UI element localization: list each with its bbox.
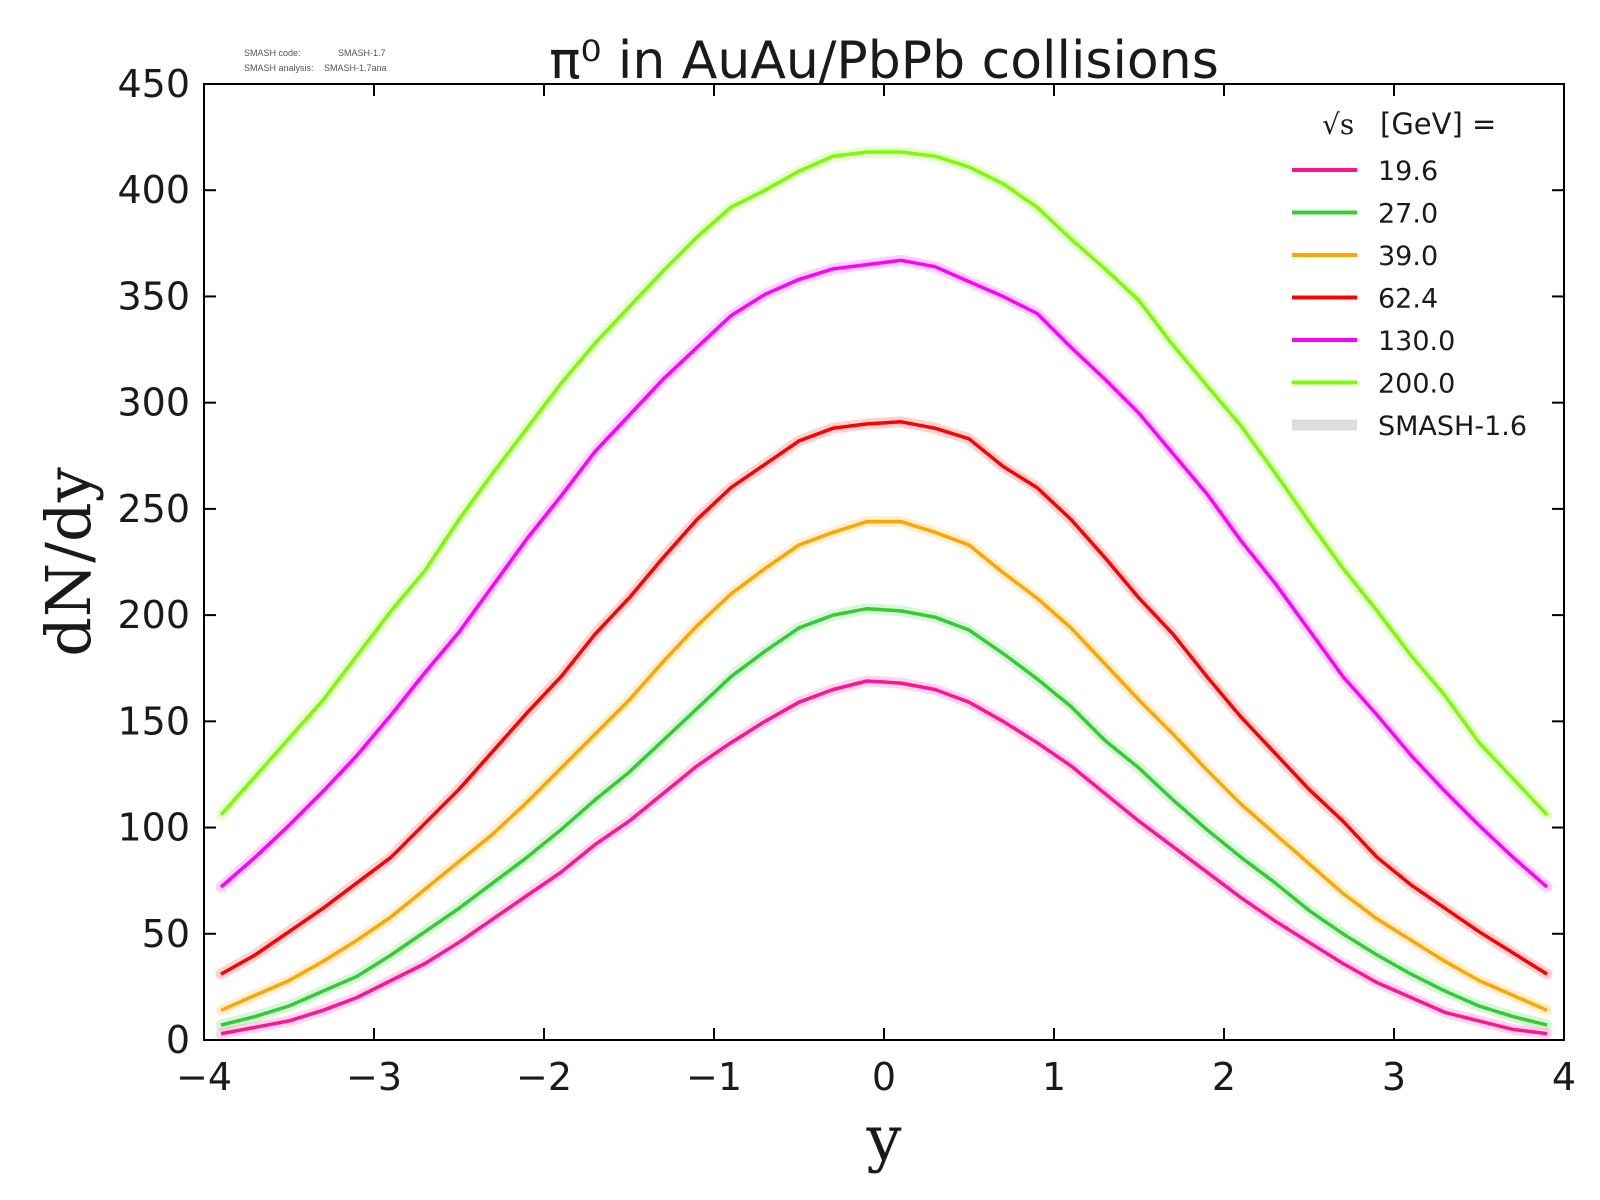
legend-label-39-0: 39.0 (1378, 241, 1438, 272)
y-tick-label: 250 (117, 487, 190, 531)
legend-label-62-4: 62.4 (1378, 284, 1438, 315)
version-code-label: SMASH code: (244, 48, 301, 58)
y-tick-label: 350 (117, 274, 190, 318)
axis-tick-labels: −4 −3 −2 −1 0 1 2 3 4 0 50 100 150 200 250 300 350 400 450 (117, 62, 1576, 1099)
legend-label-130-0: 130.0 (1378, 326, 1455, 357)
chart-title: π⁰ in AuAu/PbPb collisions (549, 31, 1219, 91)
legend-items: 19.6 27.0 39.0 62.4 130.0 200.0 SMASH-1.6 (1292, 156, 1527, 442)
series-line-27-0 (220, 606, 1548, 1027)
x-tick-label: 0 (872, 1055, 896, 1099)
legend-label-200-0: 200.0 (1378, 369, 1455, 400)
legend-label-27-0: 27.0 (1378, 199, 1438, 230)
series-line-19-6 (220, 679, 1548, 1036)
y-tick-label: 300 (117, 381, 190, 425)
version-code-value: SMASH-1.7 (338, 48, 386, 58)
x-tick-label: 2 (1212, 1055, 1236, 1099)
series-line-130-0 (219, 258, 1549, 889)
x-axis-label: y (865, 1102, 901, 1175)
x-tick-label: −4 (176, 1055, 232, 1099)
legend-label-SMASH-1-6: SMASH-1.6 (1378, 411, 1527, 442)
x-tick-label: 1 (1042, 1055, 1066, 1099)
y-tick-label: 400 (117, 168, 190, 212)
series-line-39-0 (220, 519, 1548, 1012)
series-line-200-0 (219, 150, 1549, 816)
y-tick-label: 100 (117, 806, 190, 850)
axis-ticks (203, 83, 1565, 1041)
y-tick-label: 200 (117, 593, 190, 637)
legend: √s [GeV] = 19.6 27.0 39.0 62.4 130.0 200.0 SMA… (1292, 107, 1527, 442)
y-tick-label: 150 (117, 699, 190, 743)
legend-title-sqrt: √s (1322, 108, 1354, 141)
y-tick-label: 0 (166, 1018, 190, 1062)
version-info: SMASH code: SMASH-1.7 SMASH analysis: SM… (244, 48, 387, 73)
y-tick-label: 50 (142, 912, 190, 956)
legend-label-19-6: 19.6 (1378, 156, 1438, 187)
series-line-62-4 (220, 420, 1548, 976)
y-axis-label: dN/dy (32, 467, 105, 657)
y-tick-label: 450 (117, 62, 190, 106)
x-tick-label: 3 (1382, 1055, 1406, 1099)
x-tick-label: −3 (346, 1055, 402, 1099)
x-tick-label: 4 (1552, 1055, 1576, 1099)
series-lines (219, 150, 1549, 1036)
legend-title-unit: [GeV] = (1380, 107, 1496, 141)
version-analysis-value: SMASH-1.7ana (324, 63, 387, 73)
version-analysis-label: SMASH analysis: (244, 63, 314, 73)
x-tick-label: −2 (516, 1055, 572, 1099)
x-tick-label: −1 (686, 1055, 742, 1099)
